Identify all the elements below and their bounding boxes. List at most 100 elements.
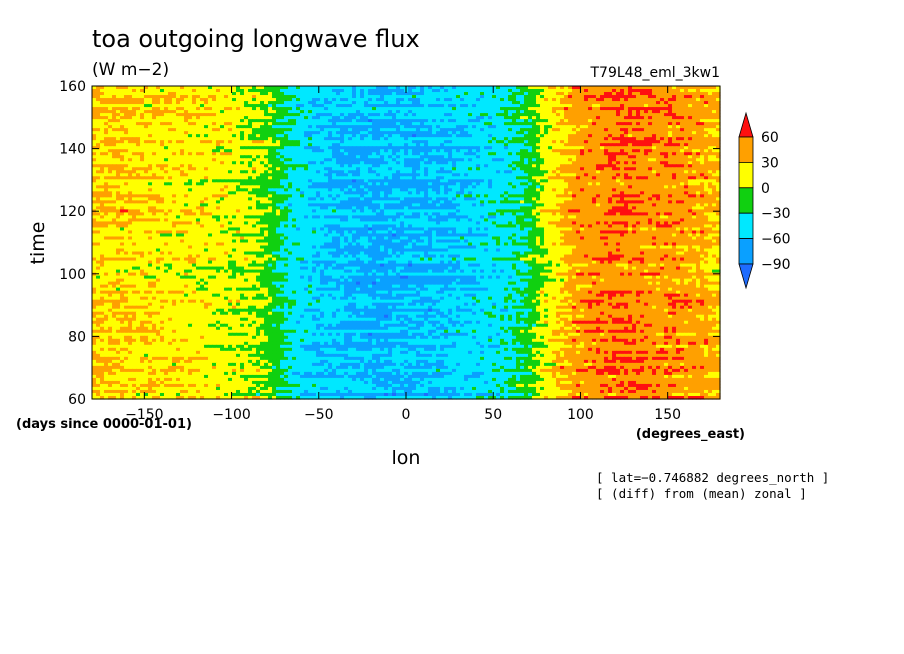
heatmap-cell <box>432 104 437 108</box>
heatmap-cell <box>300 119 305 123</box>
heatmap-cell <box>356 104 361 108</box>
heatmap-cell <box>308 98 313 102</box>
heatmap-cell <box>688 122 693 126</box>
heatmap-cell <box>452 113 457 117</box>
heatmap-cell <box>208 104 213 108</box>
heatmap-cell <box>248 122 253 126</box>
heatmap-cell <box>708 128 713 132</box>
heatmap-cell <box>168 89 173 93</box>
heatmap-cell <box>448 119 453 123</box>
heatmap-cell <box>480 86 485 90</box>
heatmap-cell <box>244 113 249 117</box>
heatmap-cell <box>328 86 333 90</box>
heatmap-cell <box>268 119 273 123</box>
heatmap-cell <box>620 104 625 108</box>
heatmap-cell <box>220 125 225 129</box>
heatmap-cell <box>248 89 253 93</box>
heatmap-cell <box>92 95 97 99</box>
heatmap-cell <box>632 125 637 129</box>
heatmap-cell <box>148 128 153 132</box>
heatmap-cell <box>588 122 593 126</box>
heatmap-cell <box>384 89 389 93</box>
heatmap-cell <box>140 122 145 126</box>
heatmap-cell <box>668 107 673 111</box>
heatmap-cell <box>120 95 125 99</box>
heatmap-cell <box>344 89 349 93</box>
heatmap-cell <box>100 98 105 102</box>
heatmap-cell <box>608 128 613 132</box>
heatmap-cell <box>276 125 281 129</box>
heatmap-cell <box>136 92 141 96</box>
heatmap-cell <box>616 119 621 123</box>
heatmap-cell <box>448 113 453 117</box>
heatmap-cell <box>668 122 673 126</box>
heatmap-cell <box>632 116 637 120</box>
heatmap-cell <box>216 116 221 120</box>
heatmap-cell <box>348 119 353 123</box>
heatmap-cell <box>560 101 565 105</box>
heatmap-cell <box>108 113 113 117</box>
heatmap-cell <box>272 107 277 111</box>
heatmap-cell <box>440 86 445 90</box>
heatmap-cell <box>192 119 197 123</box>
heatmap-cell <box>320 116 325 120</box>
heatmap-cell <box>272 122 277 126</box>
heatmap-cell <box>236 113 241 117</box>
heatmap-cell <box>252 92 257 96</box>
heatmap-cell <box>556 95 561 99</box>
heatmap-cell <box>652 116 657 120</box>
heatmap-cell <box>696 122 701 126</box>
heatmap-cell <box>352 119 357 123</box>
heatmap-cell <box>552 113 557 117</box>
heatmap-cell <box>480 92 485 96</box>
heatmap-cell <box>428 128 433 132</box>
heatmap-cell <box>524 119 529 123</box>
heatmap-cell <box>472 104 477 108</box>
heatmap-cell <box>288 110 293 114</box>
heatmap-cell <box>464 89 469 93</box>
heatmap-cell <box>104 131 109 135</box>
heatmap-cell <box>548 116 553 120</box>
heatmap-cell <box>200 119 205 123</box>
heatmap-cell <box>436 113 441 117</box>
heatmap-cell <box>576 113 581 117</box>
heatmap-cell <box>620 107 625 111</box>
heatmap-cell <box>516 86 521 90</box>
heatmap-cell <box>648 113 653 117</box>
heatmap-cell <box>152 125 157 129</box>
heatmap-cell <box>124 107 129 111</box>
heatmap-cell <box>608 125 613 129</box>
heatmap-cell <box>104 110 109 114</box>
heatmap-cell <box>524 113 529 117</box>
heatmap-cell <box>496 92 501 96</box>
heatmap-cell <box>284 92 289 96</box>
heatmap-cell <box>512 119 517 123</box>
heatmap-cell <box>96 101 101 105</box>
heatmap-cell <box>480 119 485 123</box>
heatmap-cell <box>468 122 473 126</box>
heatmap-cell <box>516 107 521 111</box>
heatmap-cell <box>436 107 441 111</box>
heatmap-cell <box>128 128 133 132</box>
heatmap-cell <box>332 119 337 123</box>
heatmap-cell <box>220 116 225 120</box>
heatmap-cell <box>372 128 377 132</box>
heatmap-cell <box>140 119 145 123</box>
heatmap-cell <box>528 119 533 123</box>
heatmap-cell <box>164 89 169 93</box>
heatmap-cell <box>476 86 481 90</box>
heatmap-cell <box>624 92 629 96</box>
heatmap-cell <box>324 89 329 93</box>
heatmap-cell <box>340 101 345 105</box>
heatmap-cell <box>644 98 649 102</box>
heatmap-cell <box>264 125 269 129</box>
heatmap-cell <box>316 104 321 108</box>
heatmap-cell <box>176 122 181 126</box>
heatmap-cell <box>528 101 533 105</box>
heatmap-cell <box>484 125 489 129</box>
heatmap-cell <box>528 116 533 120</box>
heatmap-cell <box>596 125 601 129</box>
heatmap-cell <box>652 107 657 111</box>
heatmap-cell <box>588 116 593 120</box>
heatmap-cell <box>348 104 353 108</box>
